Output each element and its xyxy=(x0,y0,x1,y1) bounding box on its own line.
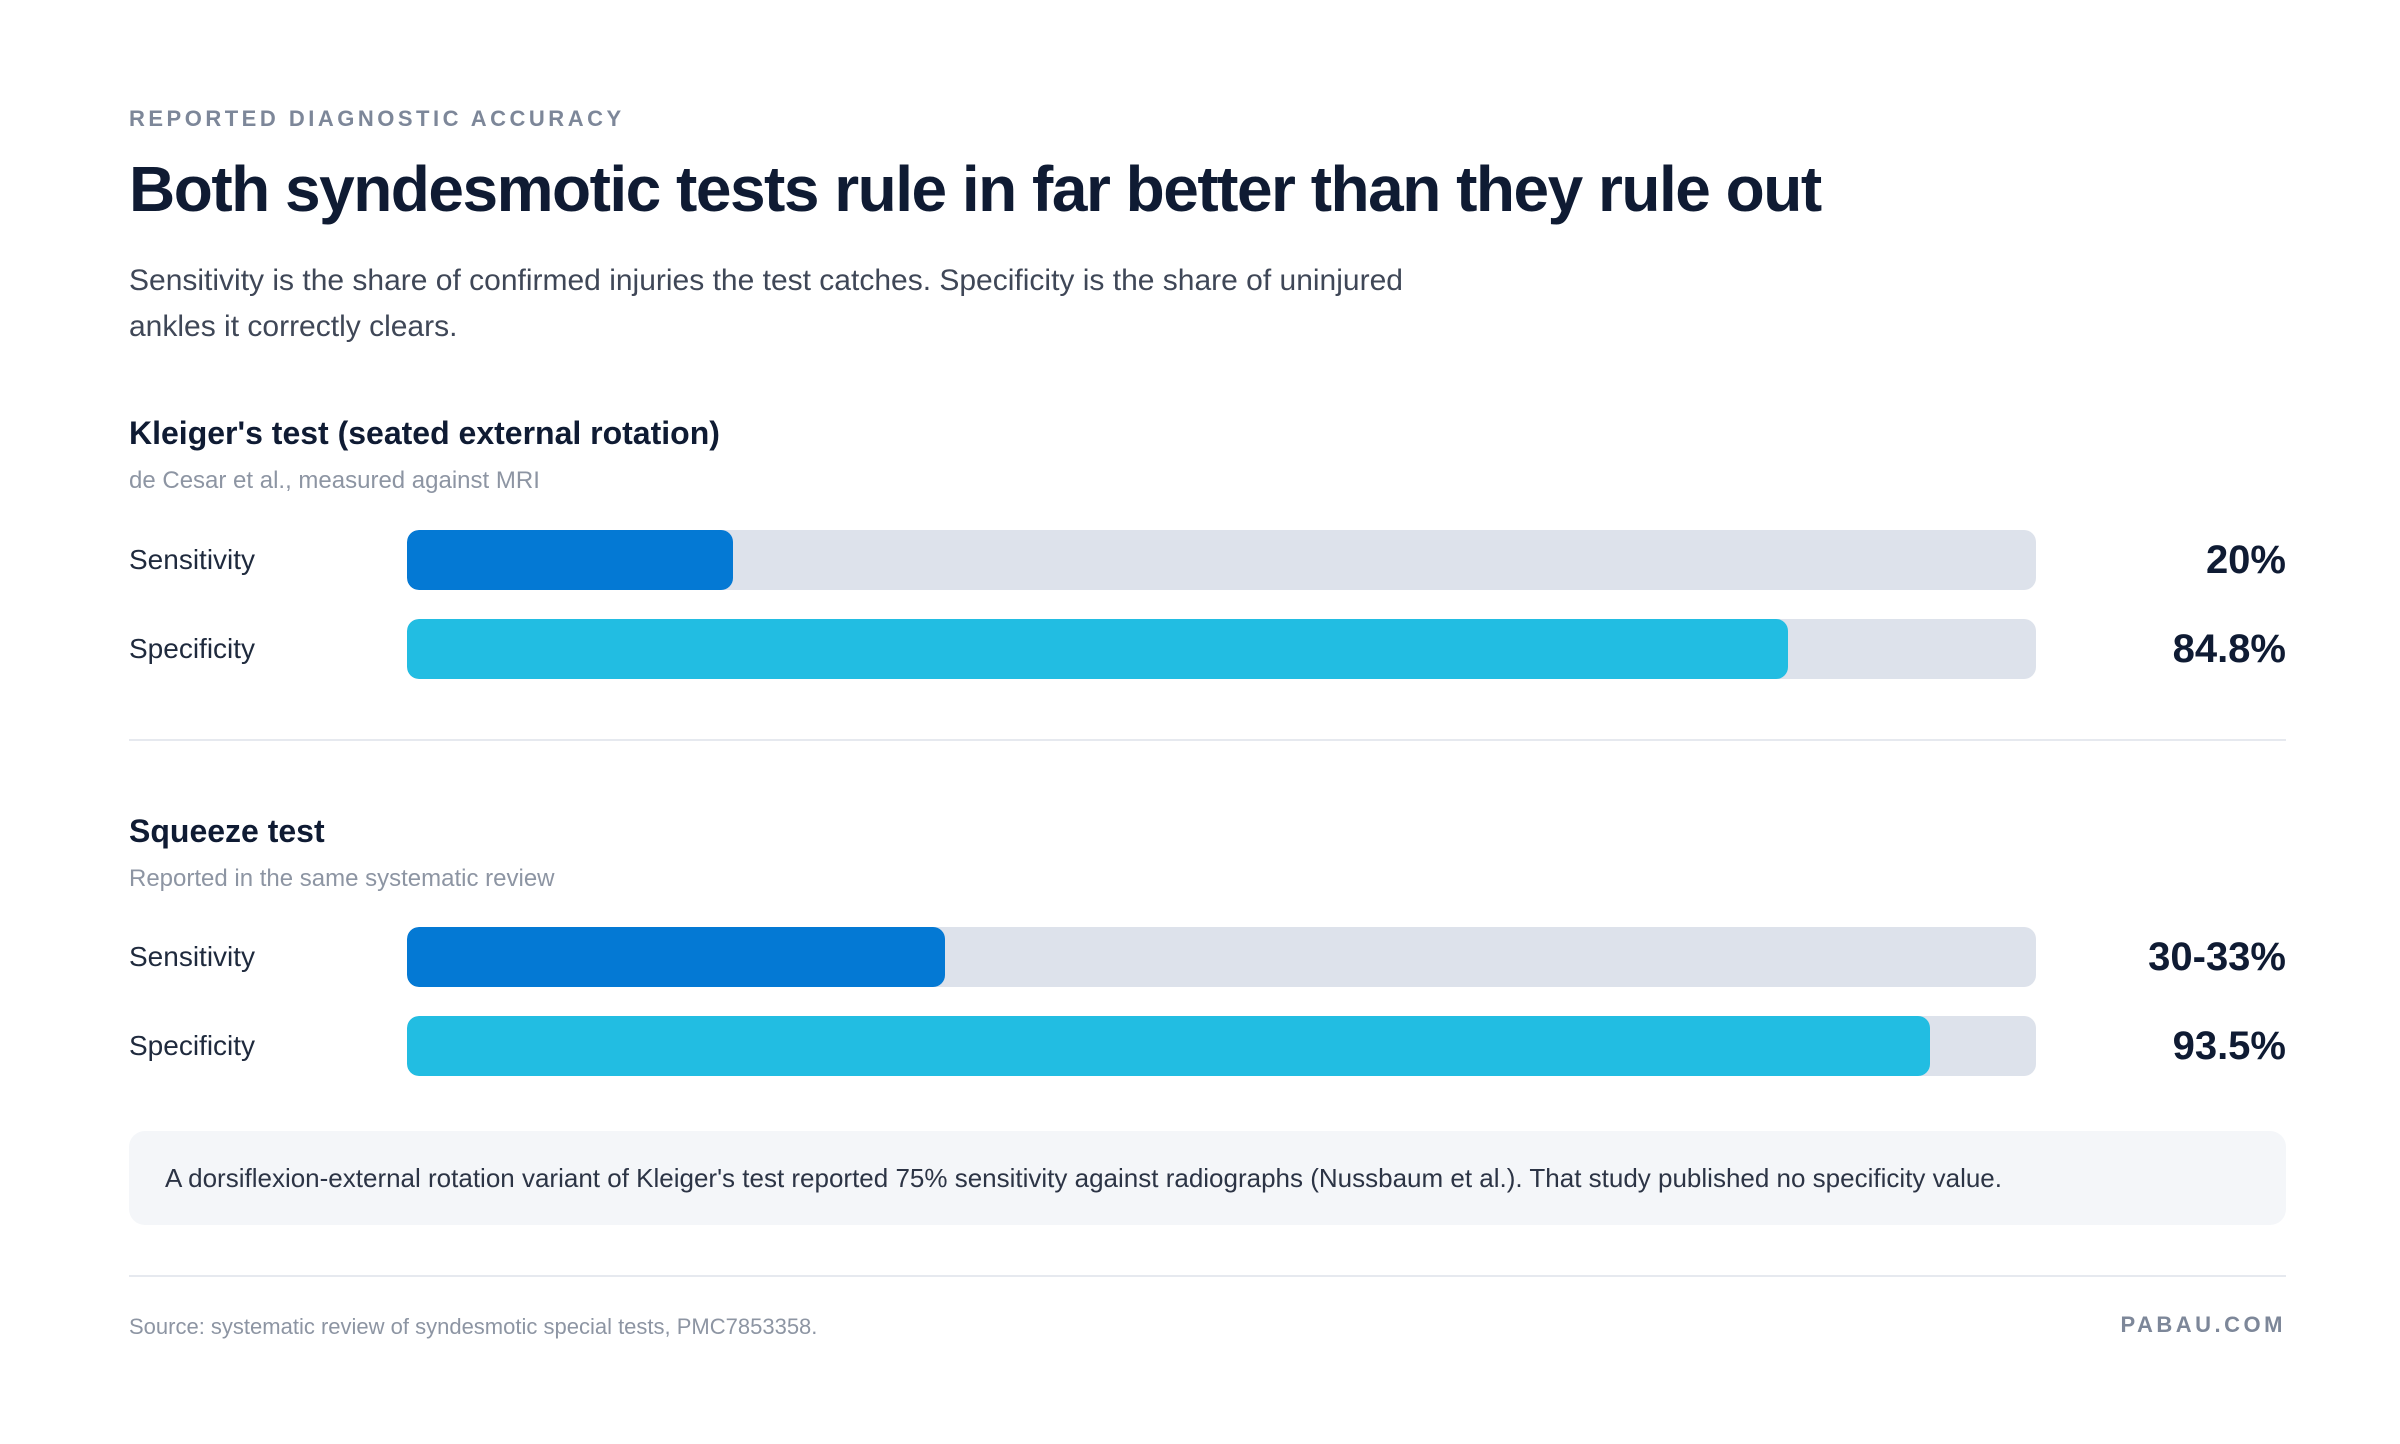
chart-subtitle: Sensitivity is the share of confirmed in… xyxy=(129,264,1403,343)
bar-row-specificity: Specificity 84.8% xyxy=(129,619,2286,679)
test-group-kleiger: Kleiger's test (seated external rotation… xyxy=(129,412,2286,692)
bar-track xyxy=(407,619,2036,679)
eyebrow-label: REPORTED DIAGNOSTIC ACCURACY xyxy=(129,106,625,131)
bar-label: Specificity xyxy=(129,633,256,664)
bar-label: Sensitivity xyxy=(129,941,256,972)
group-divider xyxy=(129,739,2286,741)
bar-row-specificity: Specificity 93.5% xyxy=(129,1016,2286,1076)
group-title: Kleiger's test (seated external rotation… xyxy=(129,415,720,451)
group-note: Reported in the same systematic review xyxy=(129,865,555,892)
footer-divider xyxy=(129,1275,2286,1277)
bar-row-sensitivity: Sensitivity 20% xyxy=(129,530,2286,590)
group-title: Squeeze test xyxy=(129,813,325,849)
bar-fill-specificity xyxy=(407,619,1789,679)
bar-row-sensitivity: Sensitivity 30-33% xyxy=(129,927,2286,987)
bar-value: 30-33% xyxy=(2148,935,2286,979)
bar-label: Sensitivity xyxy=(129,544,256,575)
bar-value: 93.5% xyxy=(2172,1024,2286,1068)
test-group-squeeze: Squeeze test Reported in the same system… xyxy=(129,810,2286,1090)
bar-value: 20% xyxy=(2205,538,2286,582)
bar-track xyxy=(407,927,2036,987)
group-note: de Cesar et al., measured against MRI xyxy=(129,467,540,494)
brand-logo-text: PABAU.COM xyxy=(2120,1312,2286,1337)
bar-fill-sensitivity xyxy=(407,530,733,590)
chart-title: Both syndesmotic tests rule in far bette… xyxy=(129,153,1822,225)
bar-fill-sensitivity xyxy=(407,927,945,987)
bar-fill-specificity xyxy=(407,1016,1931,1076)
bar-value: 84.8% xyxy=(2172,627,2286,671)
source-note: Source: systematic review of syndesmotic… xyxy=(129,1314,818,1339)
bar-track xyxy=(407,530,2036,590)
callout-note: A dorsiflexion-external rotation variant… xyxy=(129,1131,2286,1225)
bar-track xyxy=(407,1016,2036,1076)
bar-label: Specificity xyxy=(129,1030,256,1061)
